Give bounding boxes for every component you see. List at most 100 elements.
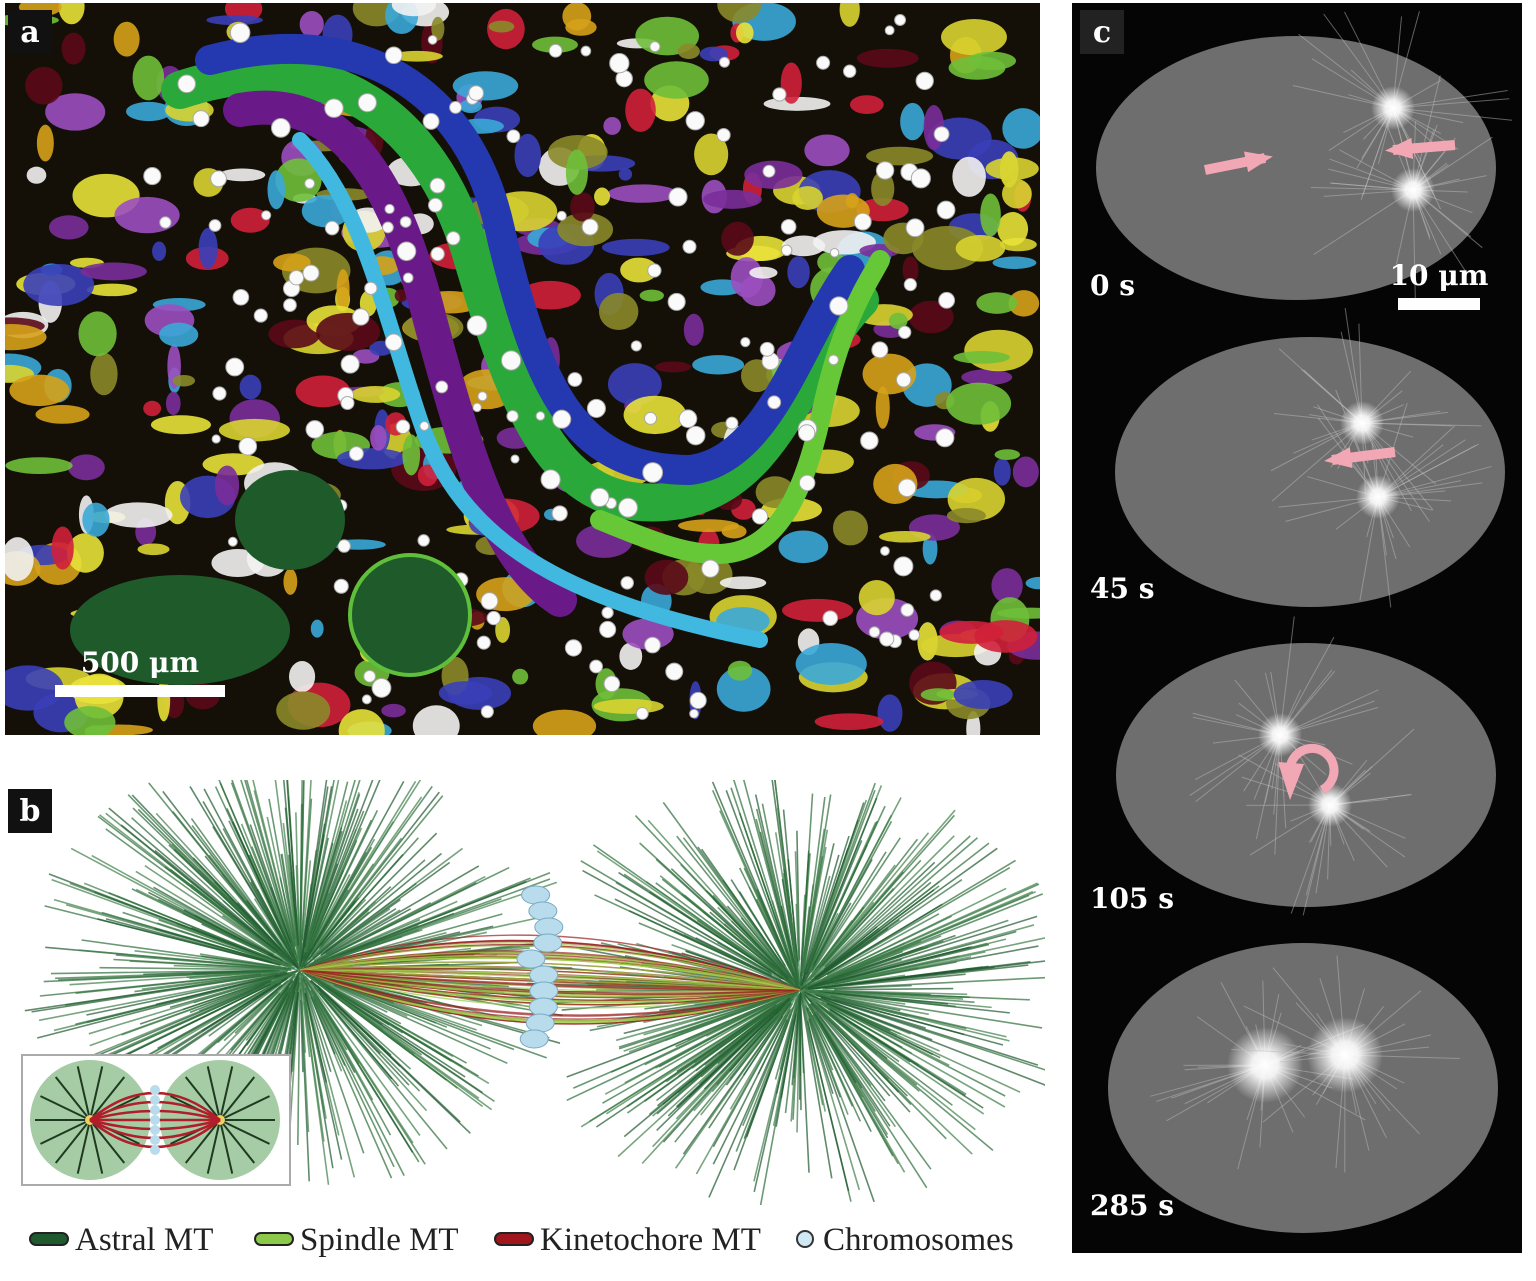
astral-mt <box>823 887 1007 980</box>
astral-mt <box>134 950 280 969</box>
chromosome <box>519 1029 549 1049</box>
vesicle <box>780 218 797 235</box>
vesicle <box>842 64 857 78</box>
astral-mt <box>88 976 275 1035</box>
astral-mt <box>286 780 300 946</box>
astral-mt <box>830 995 901 1012</box>
chromosome <box>528 901 558 921</box>
astral-mt <box>792 998 801 1120</box>
vesicle <box>302 264 320 282</box>
vesicle <box>884 25 895 36</box>
astral-mt <box>802 1006 827 1112</box>
astral-mt <box>799 992 833 1179</box>
vesicle <box>822 610 839 627</box>
astral-mt <box>240 823 301 971</box>
tissue-blob <box>994 449 1021 460</box>
astral-mt <box>212 826 294 959</box>
vesicle <box>381 221 394 234</box>
astral-mt <box>834 961 957 985</box>
tissue-blob <box>941 18 1007 56</box>
astral-mt <box>821 888 895 967</box>
astral-mt <box>615 881 772 974</box>
tissue-blob <box>644 61 709 99</box>
tissue-blob <box>61 32 86 65</box>
tissue-blob <box>310 619 324 638</box>
astral-mt <box>667 1012 777 1117</box>
vesicle <box>609 53 630 74</box>
vesicle <box>476 635 491 650</box>
astral-mt <box>304 993 343 1160</box>
tissue-blob <box>90 352 118 396</box>
tissue-blob <box>1012 456 1039 488</box>
vesicle <box>208 219 222 232</box>
inset-mt <box>40 1095 91 1121</box>
tissue-blob <box>964 329 1033 372</box>
astral-mt <box>108 807 279 953</box>
vesicle <box>798 424 816 442</box>
astral-mt <box>618 871 785 981</box>
vesicle <box>599 620 617 639</box>
embryo <box>1116 643 1496 907</box>
astral-mt <box>310 975 467 1064</box>
astral-mt <box>302 978 365 1154</box>
astral-mt <box>302 974 421 1136</box>
vesicle <box>586 398 606 418</box>
vesicle <box>740 336 751 348</box>
astral-mt <box>725 790 801 989</box>
astral-mt <box>304 972 479 1077</box>
astral-mt <box>820 998 940 1052</box>
inset-mt <box>219 1119 270 1145</box>
tissue-blob <box>35 405 90 424</box>
astral-mt <box>804 1005 875 1203</box>
astral-mt <box>186 970 279 979</box>
tissue-blob <box>727 660 753 681</box>
astral-mt <box>240 780 296 955</box>
vesicle <box>718 56 730 68</box>
vesicle <box>261 210 272 221</box>
vesicle <box>477 391 488 402</box>
tissue-blob <box>620 257 658 283</box>
astral-mt <box>755 808 800 987</box>
tissue-blob <box>495 617 511 643</box>
vesicle <box>468 85 484 101</box>
inset-chromosome <box>150 1085 160 1095</box>
astral-mt <box>307 909 401 966</box>
legend-label: Kinetochore MT <box>540 1222 761 1258</box>
astral-mt <box>164 978 288 1060</box>
chromosome <box>533 933 563 953</box>
tissue-blob <box>814 713 884 730</box>
vesicle <box>324 98 344 118</box>
astral-mt <box>301 985 327 1119</box>
vesicle <box>567 372 583 387</box>
tissue-blob <box>694 133 729 176</box>
vesicle <box>915 71 934 91</box>
tissue-blob <box>719 576 767 590</box>
astral-mt <box>811 1001 889 1080</box>
astral-mt <box>172 810 288 955</box>
tissue-blob <box>922 533 938 565</box>
vesicle <box>828 354 839 366</box>
astral-mt <box>819 871 904 968</box>
astral-mt <box>154 927 273 963</box>
vesicle <box>879 631 895 647</box>
astral-mt <box>594 894 796 989</box>
astral-mt <box>309 828 357 945</box>
vesicle <box>816 55 831 70</box>
astral-mt <box>805 961 1031 991</box>
tissue-blob <box>104 502 173 528</box>
tissue-blob <box>920 688 956 702</box>
astral-mt <box>638 922 787 986</box>
centrosome <box>1371 86 1415 130</box>
astral-mt <box>662 801 787 971</box>
astral-mt <box>834 998 965 1036</box>
tissue-blob <box>593 698 664 714</box>
astral-mt <box>236 902 298 967</box>
astral-mt <box>811 851 887 971</box>
astral-mt <box>289 993 300 1127</box>
tissue-blob <box>948 56 1006 80</box>
time-label: 105 s <box>1090 882 1174 915</box>
arrow-head <box>1324 447 1353 469</box>
tissue-blob <box>839 3 860 27</box>
vesicle <box>510 454 520 464</box>
